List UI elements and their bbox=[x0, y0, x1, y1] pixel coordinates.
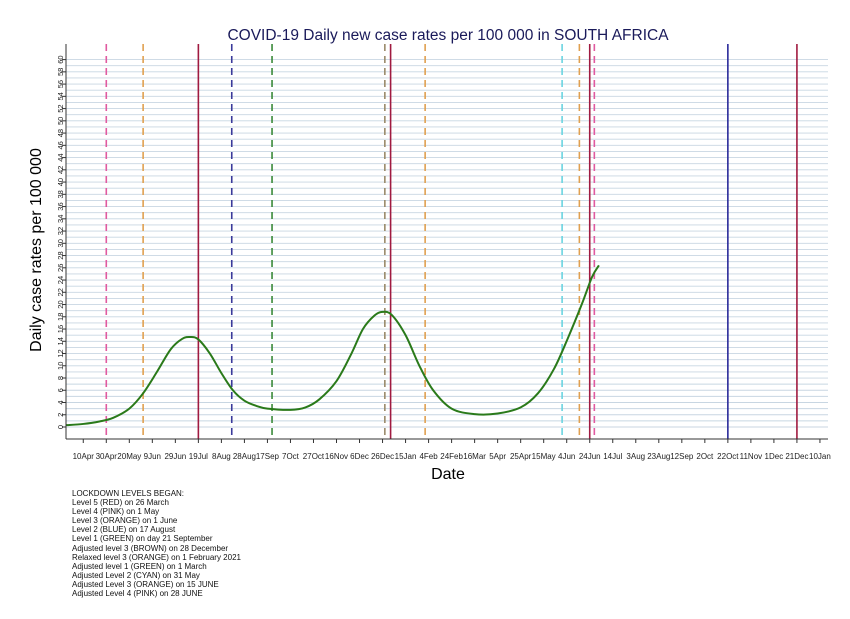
legend-item: Adjusted Level 4 (PINK) on 28 JUNE bbox=[72, 589, 203, 599]
x-tick-label: 20May bbox=[117, 452, 141, 461]
y-tick-label: 60 bbox=[56, 55, 65, 63]
x-tick-label: 16Mar bbox=[463, 452, 486, 461]
y-tick-label: 22 bbox=[56, 288, 65, 296]
legend-item: Level 3 (ORANGE) on 1 June bbox=[72, 516, 178, 526]
x-tick-label: 4Feb bbox=[419, 452, 438, 461]
x-axis-label: Date bbox=[431, 466, 465, 483]
y-tick-label: 40 bbox=[56, 178, 65, 186]
y-tick-label: 8 bbox=[56, 376, 65, 380]
x-tick-label: 1Dec bbox=[765, 452, 784, 461]
y-tick-label: 26 bbox=[56, 264, 65, 272]
y-axis-label: Daily case rates per 100 000 bbox=[28, 148, 45, 352]
y-tick-label: 6 bbox=[56, 388, 65, 392]
y-tick-label: 36 bbox=[56, 202, 65, 210]
x-tick-label: 21Dec bbox=[785, 452, 808, 461]
lockdown-legend: LOCKDOWN LEVELS BEGAN: Level 5 (RED) on … bbox=[72, 489, 241, 598]
y-tick-label: 48 bbox=[56, 129, 65, 137]
legend-item: Adjusted Level 3 (ORANGE) on 15 JUNE bbox=[72, 579, 219, 589]
legend-item: Level 5 (RED) on 26 March bbox=[72, 498, 169, 508]
legend-item: Adjusted level 3 (BROWN) on 28 December bbox=[72, 543, 229, 553]
legend-item: Level 4 (PINK) on 1 May bbox=[72, 507, 160, 517]
x-tick-label: 5Apr bbox=[489, 452, 506, 461]
y-tick-label: 46 bbox=[56, 141, 65, 149]
x-tick-label: 29Jun bbox=[164, 452, 186, 461]
x-tick-label: 14Jul bbox=[603, 452, 622, 461]
y-tick-label: 14 bbox=[56, 337, 65, 345]
legend-item: Adjusted level 1 (GREEN) on 1 March bbox=[72, 561, 207, 571]
x-tick-label: 12Sep bbox=[670, 452, 694, 461]
x-tick-label: 25Apr bbox=[510, 452, 532, 461]
chart-title: COVID-19 Daily new case rates per 100 00… bbox=[227, 27, 669, 44]
y-tick-label: 32 bbox=[56, 227, 65, 235]
y-tick-label: 28 bbox=[56, 251, 65, 259]
x-tick-label: 6Dec bbox=[350, 452, 369, 461]
y-tick-label: 38 bbox=[56, 190, 65, 198]
legend-item: Adjusted Level 2 (CYAN) on 31 May bbox=[72, 570, 200, 580]
y-tick-label: 10 bbox=[56, 362, 65, 370]
y-tick-label: 34 bbox=[56, 215, 65, 223]
y-tick-label: 12 bbox=[56, 349, 65, 357]
x-tick-label: 24Jun bbox=[579, 452, 601, 461]
x-tick-label: 10Apr bbox=[73, 452, 95, 461]
x-tick-label: 17Sep bbox=[256, 452, 280, 461]
x-tick-label: 26Dec bbox=[371, 452, 394, 461]
y-tick-label: 2 bbox=[56, 413, 65, 417]
x-tick-label: 3Aug bbox=[626, 452, 645, 461]
x-tick-label: 24Feb bbox=[440, 452, 463, 461]
case-rate-line bbox=[65, 264, 600, 427]
x-tick-label: 22Oct bbox=[717, 452, 739, 461]
x-tick-label: 15May bbox=[532, 452, 556, 461]
legend-item: Level 1 (GREEN) on day 21 September bbox=[72, 534, 213, 544]
x-tick-label: 15Jan bbox=[395, 452, 417, 461]
y-tick-label: 0 bbox=[56, 425, 65, 429]
x-tick-label: 8Aug bbox=[212, 452, 231, 461]
y-tick-label: 50 bbox=[56, 117, 65, 125]
x-tick-label: 10Jan bbox=[809, 452, 831, 461]
y-tick-label: 42 bbox=[56, 166, 65, 174]
x-tick-label: 19Jul bbox=[189, 452, 208, 461]
legend-item: Level 2 (BLUE) on 17 August bbox=[72, 525, 176, 535]
y-tick-label: 44 bbox=[56, 153, 65, 161]
legend-heading: LOCKDOWN LEVELS BEGAN: bbox=[72, 489, 185, 498]
y-tick-label: 16 bbox=[56, 325, 65, 333]
x-tick-label: 16Nov bbox=[325, 452, 348, 461]
y-tick-label: 58 bbox=[56, 68, 65, 76]
y-tick-label: 54 bbox=[56, 92, 65, 100]
x-tick-label: 28Aug bbox=[233, 452, 256, 461]
x-tick-label: 7Oct bbox=[282, 452, 300, 461]
x-tick-label: 2Oct bbox=[696, 452, 714, 461]
y-tick-label: 30 bbox=[56, 239, 65, 247]
y-tick-label: 20 bbox=[56, 300, 65, 308]
x-tick-label: 4Jun bbox=[558, 452, 575, 461]
legend-item: Relaxed level 3 (ORANGE) on 1 February 2… bbox=[72, 552, 241, 562]
x-tick-label: 9Jun bbox=[144, 452, 161, 461]
x-tick-label: 30Apr bbox=[96, 452, 118, 461]
y-tick-label: 18 bbox=[56, 313, 65, 321]
y-tick-label: 4 bbox=[56, 400, 65, 404]
y-tick-label: 52 bbox=[56, 104, 65, 112]
y-tick-label: 24 bbox=[56, 276, 65, 284]
x-tick-label: 11Nov bbox=[740, 452, 763, 461]
x-tick-label: 27Oct bbox=[303, 452, 325, 461]
x-tick-label: 23Aug bbox=[647, 452, 670, 461]
plot-area bbox=[66, 44, 828, 439]
y-tick-label: 56 bbox=[56, 80, 65, 88]
